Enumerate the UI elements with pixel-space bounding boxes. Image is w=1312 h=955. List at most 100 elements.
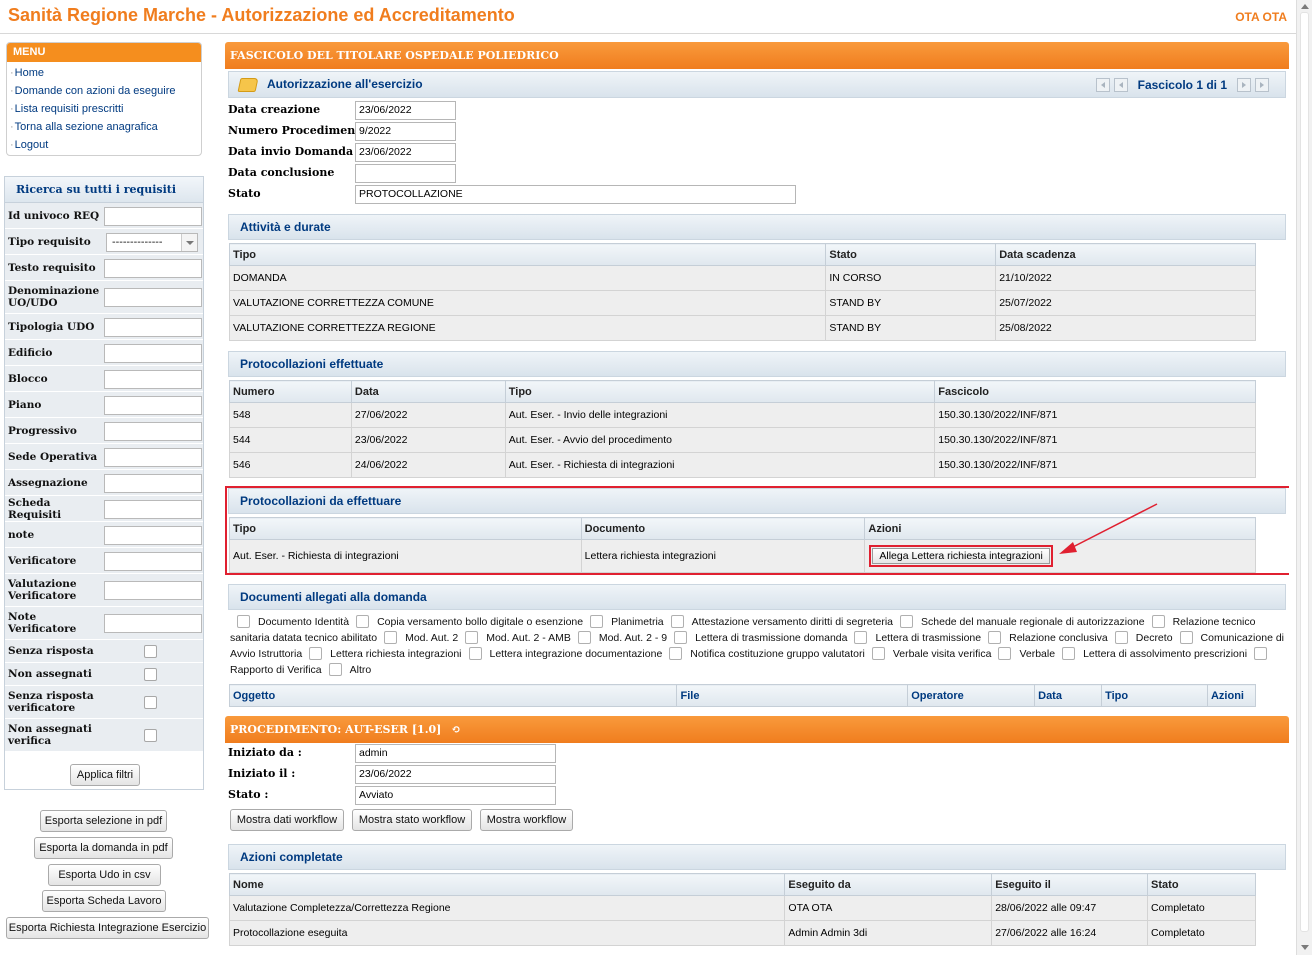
scroll-down-arrow-icon[interactable] [1301, 945, 1309, 950]
search-field-input[interactable] [104, 525, 202, 545]
document-type-checkbox[interactable] [309, 647, 323, 660]
dossier-field-value: PROTOCOLLAZIONE [355, 185, 796, 204]
column-header[interactable]: Fascicolo [934, 380, 1256, 403]
first-page-icon[interactable] [1095, 78, 1110, 92]
document-type-checkbox[interactable] [674, 631, 688, 644]
search-field-input[interactable] [104, 369, 202, 389]
apply-filters-button[interactable]: Applica filtri [70, 764, 140, 786]
search-field-checkbox[interactable] [144, 696, 157, 709]
column-header[interactable]: Eseguito il [991, 873, 1149, 896]
document-type-checkbox[interactable] [465, 631, 479, 644]
workflow-button[interactable]: Mostra workflow [480, 809, 573, 831]
page-scrollbar[interactable] [1296, 0, 1312, 955]
document-type-checkbox[interactable] [670, 615, 684, 628]
menu-item-link[interactable]: Domande con azioni da eseguire [7, 82, 201, 100]
requirement-type-select[interactable]: -------------- [106, 233, 198, 252]
document-type-checkbox[interactable] [1254, 647, 1268, 660]
column-header[interactable]: Data scadenza [995, 243, 1256, 266]
menu-item-link[interactable]: Home [7, 64, 201, 82]
search-field-input[interactable] [104, 614, 202, 633]
search-field-input[interactable] [104, 421, 202, 441]
column-header[interactable]: Nome [228, 873, 786, 896]
search-field-input[interactable] [104, 499, 202, 519]
table-cell: DOMANDA [228, 265, 827, 291]
refresh-icon[interactable]: ⟲ [451, 723, 461, 736]
document-type-checkbox[interactable] [468, 647, 482, 660]
document-type-checkbox[interactable] [577, 631, 591, 644]
column-header[interactable]: Tipo [229, 517, 582, 540]
search-field-input[interactable] [104, 206, 202, 226]
workflow-button[interactable]: Mostra dati workflow [230, 809, 344, 831]
document-type-checkbox[interactable] [1151, 615, 1165, 628]
search-field-input[interactable] [104, 581, 202, 600]
export-button[interactable]: Esporta Scheda Lavoro [42, 890, 166, 912]
column-header[interactable]: Numero [229, 380, 352, 403]
search-field-input[interactable] [104, 551, 202, 571]
last-page-icon[interactable] [1255, 78, 1269, 92]
table-row: VALUTAZIONE CORRETTEZZA COMUNE STAND BY 25… [228, 290, 1256, 316]
column-header[interactable]: Oggetto [228, 684, 678, 707]
export-button[interactable]: Esporta Richiesta Integrazione Esercizio [6, 917, 209, 939]
user-name[interactable]: OTA OTA [1235, 10, 1287, 24]
document-type-checkbox[interactable] [669, 647, 683, 660]
search-field-checkbox[interactable] [144, 645, 157, 658]
prev-page-icon[interactable] [1113, 78, 1128, 92]
column-header[interactable]: Eseguito da [784, 873, 993, 896]
column-header[interactable]: Operatore [907, 684, 1036, 707]
dossier-field-value [355, 164, 456, 183]
search-field-input[interactable] [104, 343, 202, 363]
document-type-checkbox[interactable] [998, 647, 1012, 660]
search-field-input[interactable] [104, 317, 202, 337]
search-field-label: Valutazione Verificatore [8, 578, 77, 602]
column-header[interactable]: Data [1034, 684, 1103, 707]
search-field-checkbox[interactable] [144, 668, 157, 681]
document-type-checkbox[interactable] [1179, 631, 1193, 644]
search-row: Note Verificatore [5, 607, 203, 640]
table-cell: 150.30.130/2022/INF/871 [934, 427, 1256, 453]
search-field-label: Piano [8, 398, 42, 411]
search-field-input[interactable] [104, 258, 202, 278]
search-row: Non assegnati [5, 663, 203, 686]
authorization-section-header: Autorizzazione all'esercizio [228, 71, 1286, 98]
document-type-checkbox[interactable] [871, 647, 885, 660]
next-page-icon[interactable] [1237, 78, 1251, 92]
attach-letter-button[interactable]: Allega Lettera richiesta integrazioni [869, 545, 1053, 567]
search-field-input[interactable] [104, 395, 202, 415]
column-header[interactable]: Azioni [864, 517, 1256, 540]
document-type-label: Mod. Aut. 2 - AMB [486, 632, 571, 644]
column-header[interactable]: Stato [1147, 873, 1256, 896]
search-field-checkbox[interactable] [144, 729, 157, 742]
search-field-input[interactable] [104, 447, 202, 467]
column-header[interactable]: Stato [825, 243, 997, 266]
chevron-down-icon[interactable] [181, 234, 197, 251]
document-type-checkbox[interactable] [356, 615, 370, 628]
export-button[interactable]: Esporta Udo in csv [48, 864, 161, 886]
document-type-checkbox[interactable] [854, 631, 868, 644]
table-cell: Completato [1147, 920, 1256, 946]
search-field-input[interactable] [104, 288, 202, 307]
document-type-checkbox[interactable] [237, 615, 250, 628]
document-type-checkbox[interactable] [988, 631, 1002, 644]
document-type-checkbox[interactable] [328, 663, 342, 676]
document-type-checkbox[interactable] [384, 631, 398, 644]
column-header[interactable]: Tipo [504, 380, 936, 403]
document-type-checkbox[interactable] [590, 615, 604, 628]
scroll-thumb[interactable] [1300, 12, 1309, 932]
column-header[interactable]: Azioni [1206, 684, 1257, 707]
attachments-table: Oggetto File Operatore Data Tipo Azioni [228, 684, 1257, 707]
document-type-checkbox[interactable] [900, 615, 914, 628]
column-header[interactable]: File [676, 684, 909, 707]
column-header[interactable]: Tipo [1101, 684, 1208, 707]
menu-item-link[interactable]: Lista requisiti prescritti [7, 100, 201, 118]
workflow-button[interactable]: Mostra stato workflow [352, 809, 472, 831]
document-type-checkbox[interactable] [1062, 647, 1076, 660]
export-button[interactable]: Esporta la domanda in pdf [34, 837, 173, 859]
menu-item-link[interactable]: Logout [7, 136, 201, 154]
column-header[interactable]: Data [350, 380, 506, 403]
search-field-input[interactable] [104, 473, 202, 493]
column-header[interactable]: Documento [580, 517, 866, 540]
menu-item-link[interactable]: Torna alla sezione anagrafica [7, 118, 201, 136]
export-button[interactable]: Esporta selezione in pdf [40, 810, 167, 832]
document-type-checkbox[interactable] [1114, 631, 1128, 644]
scroll-up-arrow-icon[interactable] [1301, 4, 1309, 9]
